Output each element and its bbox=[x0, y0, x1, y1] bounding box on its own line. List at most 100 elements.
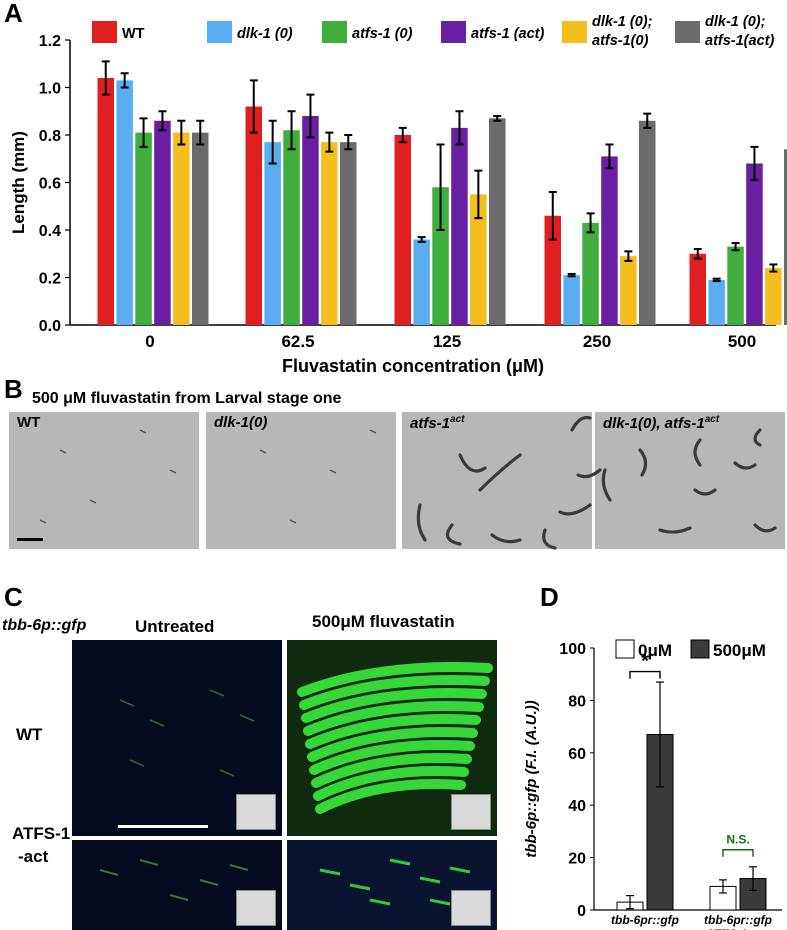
bar bbox=[192, 132, 209, 325]
image-label: dlk-1(0), atfs-1act bbox=[603, 414, 720, 432]
legend-swatch bbox=[690, 639, 710, 659]
fluo-image-act-untreated bbox=[72, 840, 282, 930]
bar bbox=[451, 127, 468, 325]
y-tick-label: 0.0 bbox=[39, 318, 61, 335]
y-tick-label: 0.4 bbox=[39, 223, 61, 240]
panel-c-row-atfs: ATFS-1 bbox=[12, 824, 71, 843]
legend-label: dlk-1 (0); bbox=[592, 14, 653, 30]
panel-b-letter: B bbox=[4, 374, 23, 404]
x-axis-label: Fluvastatin concentration (μM) bbox=[282, 356, 544, 376]
y-tick-label: 40 bbox=[568, 798, 586, 815]
panel-c-col-untreated: Untreated bbox=[135, 617, 215, 636]
y-tick-label: 100 bbox=[559, 641, 586, 658]
bar bbox=[784, 149, 787, 325]
bar bbox=[97, 78, 114, 325]
brightfield-image: WT bbox=[9, 412, 199, 549]
x-tick-label: 62.5 bbox=[281, 332, 314, 351]
bar bbox=[394, 135, 411, 325]
y-axis-label: Length (mm) bbox=[9, 131, 28, 234]
bar bbox=[544, 215, 561, 325]
bar bbox=[283, 130, 300, 325]
x-tick-label: tbb-6pr::gfp bbox=[704, 913, 772, 927]
image-label: atfs-1act bbox=[410, 414, 465, 432]
fluo-image-wt-untreated bbox=[72, 640, 282, 836]
y-tick-label: 1.2 bbox=[39, 33, 61, 50]
legend-swatch bbox=[441, 21, 466, 43]
bar bbox=[413, 239, 430, 325]
x-tick-label: tbb-6pr::gfp bbox=[611, 913, 679, 927]
legend-label: atfs-1(0) bbox=[592, 33, 649, 49]
brightfield-image: dlk-1(0), atfs-1act bbox=[595, 412, 785, 549]
y-tick-label: 20 bbox=[568, 851, 586, 868]
y-tick-label: 80 bbox=[568, 693, 586, 710]
y-tick-label: 0.6 bbox=[39, 176, 61, 193]
bar bbox=[321, 142, 338, 325]
bar bbox=[582, 222, 599, 325]
legend-label: atfs-1 (act) bbox=[471, 26, 544, 42]
x-tick-sublabel: ATFS-1-act bbox=[707, 927, 769, 930]
brightfield-inset bbox=[451, 794, 491, 830]
panel-c-row-wt: WT bbox=[16, 725, 43, 744]
panel-a-letter: A bbox=[4, 0, 23, 28]
panel-a-chart: 0.0 0.2 0.4 0.6 0.8 1.0 1.2 Length (mm) Fluvasta… bbox=[9, 14, 787, 376]
brightfield-inset bbox=[236, 794, 276, 830]
legend-label: WT bbox=[122, 26, 145, 42]
y-tick-label: 0 bbox=[577, 903, 586, 920]
y-tick-label: 0.2 bbox=[39, 271, 61, 288]
x-tick-label: 500 bbox=[728, 332, 756, 351]
bar bbox=[765, 268, 782, 325]
x-tick-label: 250 bbox=[583, 332, 611, 351]
significance-bracket bbox=[722, 849, 754, 857]
bar bbox=[689, 253, 706, 325]
bar bbox=[563, 275, 580, 325]
brightfield-image: atfs-1act bbox=[402, 412, 592, 549]
bar bbox=[116, 80, 133, 325]
bar bbox=[639, 120, 656, 325]
legend-label: 500μM bbox=[713, 641, 766, 660]
bar bbox=[746, 163, 763, 325]
image-label-superscript: act bbox=[450, 414, 465, 425]
bar bbox=[340, 142, 357, 325]
fluo-image-wt-fluvastatin bbox=[287, 640, 497, 836]
legend-swatch bbox=[615, 639, 635, 659]
bar bbox=[470, 194, 487, 325]
legend-swatch bbox=[562, 21, 587, 43]
brightfield-image: dlk-1(0) bbox=[206, 412, 396, 549]
panel-c-row-act: -act bbox=[18, 847, 49, 866]
bar bbox=[601, 156, 618, 325]
legend-label: dlk-1 (0) bbox=[237, 26, 293, 42]
brightfield-inset bbox=[451, 890, 491, 926]
bar bbox=[173, 132, 190, 325]
y-tick-label: 1.0 bbox=[39, 81, 61, 98]
legend-swatch bbox=[322, 21, 347, 43]
scale-bar bbox=[17, 538, 43, 541]
bar bbox=[302, 116, 319, 325]
fluo-image-act-fluvastatin bbox=[287, 840, 497, 930]
significance-label: * bbox=[641, 651, 649, 673]
bar bbox=[154, 120, 171, 325]
x-tick-label: 125 bbox=[433, 332, 461, 351]
bar bbox=[620, 256, 637, 325]
bar bbox=[135, 132, 152, 325]
significance-label: N.S. bbox=[726, 833, 749, 847]
y-axis-label: tbb-6p::gfp (F.I. (A.U.)) bbox=[523, 700, 540, 857]
legend-swatch bbox=[675, 21, 700, 43]
x-tick-label: 0 bbox=[145, 332, 154, 351]
panel-d-letter: D bbox=[540, 582, 559, 612]
y-tick-label: 60 bbox=[568, 746, 586, 763]
panel-b-title: 500 μM fluvastatin from Larval stage one bbox=[32, 390, 342, 407]
panel-c-reporter: tbb-6p::gfp bbox=[2, 617, 87, 634]
bar bbox=[739, 878, 767, 911]
bar bbox=[245, 106, 262, 325]
image-label: WT bbox=[17, 414, 41, 431]
legend-swatch bbox=[92, 21, 117, 43]
image-label-superscript: act bbox=[704, 414, 720, 425]
y-tick-label: 0.8 bbox=[39, 128, 61, 145]
image-label: dlk-1(0) bbox=[214, 414, 268, 431]
bar bbox=[727, 246, 744, 325]
panel-c-col-fluvastatin: 500μM fluvastatin bbox=[312, 612, 455, 631]
legend-label: atfs-1 (0) bbox=[352, 26, 413, 42]
bar bbox=[708, 279, 725, 325]
legend-label: dlk-1 (0); bbox=[705, 14, 766, 30]
